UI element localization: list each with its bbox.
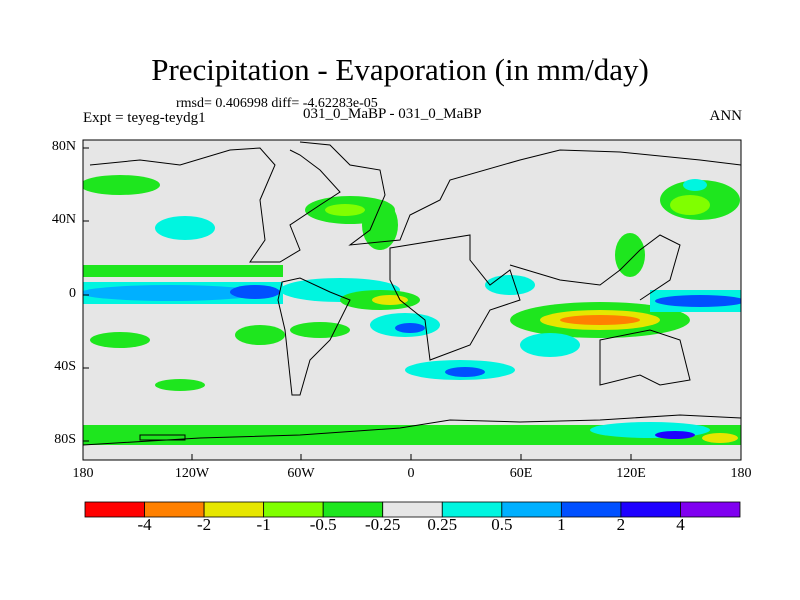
lat-label: 40S [54,359,76,374]
right-string: ANN [709,108,743,124]
colorbar-label: -0.5 [309,515,337,534]
lon-label: 120E [616,466,646,481]
axis-ticks [83,147,632,460]
colorbar-label: -2 [196,515,212,534]
field-contours [83,175,741,445]
colorbar-label: 0.5 [491,515,513,534]
lat-label: 40N [51,212,76,227]
colorbar [84,501,741,518]
lon-label: 180 [72,466,94,481]
lat-label: 0 [69,286,76,301]
map-frame [82,139,742,461]
lat-label: 80S [54,432,76,447]
colorbar-label: 0.25 [427,515,458,534]
lon-label: 60W [287,466,315,481]
lon-label: 60E [509,466,533,481]
coastlines [83,141,741,446]
lon-label: 180 [730,466,752,481]
colorbar-label: 2 [616,515,626,534]
center-string: 031_0_MaBP - 031_0_MaBP [303,106,482,122]
colorbar-label: 1 [557,515,566,534]
colorbar-label: -1 [256,515,271,534]
left-string: Expt = teyeg-teydg1 [83,110,206,126]
plot-title: Precipitation - Evaporation (in mm/day) [151,52,649,87]
colorbar-label: -4 [137,515,152,534]
lon-label: 0 [407,466,415,481]
stats-string: rmsd= 0.406998 diff= -4.62283e-05 [176,96,378,111]
lat-label: 80N [51,139,76,154]
colorbar-label: -0.25 [365,515,401,534]
lon-label: 120W [174,466,210,481]
colorbar-label: 4 [676,515,685,534]
colorbar-box [680,501,741,518]
